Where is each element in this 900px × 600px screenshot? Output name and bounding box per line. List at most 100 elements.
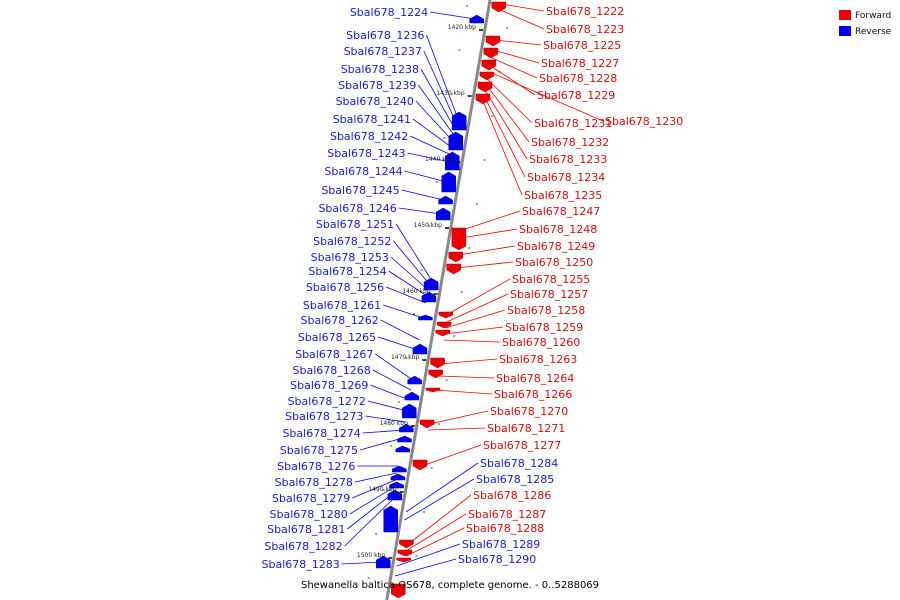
gene-label-reverse[interactable]: Sbal678_1239 [338, 79, 416, 92]
gene-label-forward[interactable]: Sbal678_1260 [502, 336, 580, 349]
forward-gene-block[interactable] [399, 539, 414, 549]
forward-gene-block[interactable] [438, 311, 454, 319]
gene-label-forward[interactable]: Sbal678_1222 [546, 5, 624, 18]
forward-gene-block[interactable] [483, 47, 499, 59]
gene-label-reverse[interactable]: Sbal678_1278 [275, 476, 353, 489]
forward-gene-block[interactable] [451, 227, 467, 251]
reverse-gene-block[interactable] [438, 195, 453, 205]
reverse-gene-block[interactable] [418, 314, 433, 321]
forward-gene-block[interactable] [428, 369, 443, 379]
gene-label-reverse[interactable]: Sbal678_1268 [293, 364, 371, 377]
reverse-gene-block[interactable] [395, 445, 411, 453]
gene-label-forward[interactable]: Sbal678_1248 [519, 223, 597, 236]
gene-label-reverse[interactable]: Sbal678_1279 [272, 492, 350, 505]
gene-label-reverse[interactable]: Sbal678_1289 [462, 538, 540, 551]
gene-label-forward[interactable]: Sbal678_1257 [510, 288, 588, 301]
gene-label-reverse[interactable]: Sbal678_1237 [344, 45, 422, 58]
reverse-gene-block[interactable] [441, 171, 456, 193]
gene-label-forward[interactable]: Sbal678_1225 [543, 39, 621, 52]
gene-label-reverse[interactable]: Sbal678_1246 [318, 202, 396, 215]
gene-label-reverse[interactable]: Sbal678_1224 [350, 6, 428, 19]
forward-gene-block[interactable] [435, 329, 450, 337]
gene-label-forward[interactable]: Sbal678_1227 [541, 57, 619, 70]
gene-label-reverse[interactable]: Sbal678_1262 [301, 314, 379, 327]
reverse-gene-block[interactable] [383, 505, 398, 533]
gene-label-reverse[interactable]: Sbal678_1275 [280, 444, 358, 457]
gene-label-forward[interactable]: Sbal678_1287 [468, 508, 546, 521]
gene-label-reverse[interactable]: Sbal678_1283 [261, 558, 339, 571]
gene-label-forward[interactable]: Sbal678_1223 [546, 23, 624, 36]
gene-label-forward[interactable]: Sbal678_1258 [507, 304, 585, 317]
gene-label-reverse[interactable]: Sbal678_1256 [306, 281, 384, 294]
gene-labels[interactable]: Sbal678_1224 Sbal678_1236 Sbal678_1237 Sbal… [261, 5, 683, 571]
forward-gene-block[interactable] [396, 557, 411, 563]
gene-label-forward[interactable]: Sbal678_1264 [496, 372, 574, 385]
gene-label-reverse[interactable]: Sbal678_1290 [458, 553, 536, 566]
reverse-gene-block[interactable] [390, 473, 406, 481]
gene-label-reverse[interactable]: Sbal678_1238 [341, 63, 419, 76]
gene-label-forward[interactable]: Sbal678_1229 [537, 89, 615, 102]
gene-label-forward[interactable]: Sbal678_1232 [531, 136, 609, 149]
reverse-gene-block[interactable] [445, 151, 460, 171]
gene-label-reverse[interactable]: Sbal678_1240 [336, 95, 414, 108]
forward-gene-block[interactable] [425, 387, 441, 393]
gene-label-forward[interactable]: Sbal678_1277 [483, 439, 561, 452]
gene-label-reverse[interactable]: Sbal678_1267 [295, 348, 373, 361]
reverse-gene-block[interactable] [435, 207, 451, 221]
reverse-gene-block[interactable] [451, 111, 467, 131]
forward-gene-block[interactable] [419, 419, 435, 429]
reverse-gene-block[interactable] [399, 423, 414, 433]
forward-gene-block[interactable] [448, 251, 464, 263]
forward-gene-block[interactable] [397, 549, 413, 557]
gene-label-reverse[interactable]: Sbal678_1284 [480, 457, 558, 470]
forward-gene-block[interactable] [436, 321, 452, 329]
gene-label-forward[interactable]: Sbal678_1286 [473, 489, 551, 502]
gene-label-reverse[interactable]: Sbal678_1252 [313, 235, 391, 248]
gene-label-forward[interactable]: Sbal678_1288 [466, 522, 544, 535]
forward-gene-block[interactable] [479, 71, 495, 81]
forward-gene-block[interactable] [412, 459, 428, 471]
gene-label-reverse[interactable]: Sbal678_1280 [269, 508, 347, 521]
reverse-gene-block[interactable] [392, 465, 407, 473]
gene-label-forward[interactable]: Sbal678_1249 [517, 240, 595, 253]
gene-label-forward[interactable]: Sbal678_1255 [512, 273, 590, 286]
gene-label-reverse[interactable]: Sbal678_1251 [316, 218, 394, 231]
gene-label-forward[interactable]: Sbal678_1235 [524, 189, 602, 202]
forward-gene-block[interactable] [391, 583, 406, 599]
reverse-gene-block[interactable] [402, 403, 417, 419]
gene-label-reverse[interactable]: Sbal678_1265 [298, 331, 376, 344]
gene-label-forward[interactable]: Sbal678_1234 [527, 171, 605, 184]
reverse-gene-block[interactable] [407, 375, 422, 385]
reverse-gene-block[interactable] [423, 277, 439, 291]
gene-label-reverse[interactable]: Sbal678_1273 [285, 410, 363, 423]
gene-label-reverse[interactable]: Sbal678_1242 [330, 130, 408, 143]
gene-label-forward[interactable]: Sbal678_1231 [534, 117, 612, 130]
gene-label-forward[interactable]: Sbal678_1263 [499, 353, 577, 366]
forward-gene-block[interactable] [446, 263, 461, 275]
gene-label-reverse[interactable]: Sbal678_1261 [303, 299, 381, 312]
reverse-gene-block[interactable] [387, 489, 403, 501]
gene-label-forward[interactable]: Sbal678_1228 [539, 72, 617, 85]
reverse-gene-block[interactable] [448, 131, 463, 151]
gene-label-reverse[interactable]: Sbal678_1281 [267, 523, 345, 536]
gene-label-forward[interactable]: Sbal678_1271 [487, 422, 565, 435]
gene-label-reverse[interactable]: Sbal678_1236 [346, 29, 424, 42]
gene-label-forward[interactable]: Sbal678_1266 [494, 388, 572, 401]
forward-gene-block[interactable] [491, 1, 507, 13]
gene-label-reverse[interactable]: Sbal678_1244 [324, 165, 402, 178]
gene-label-reverse[interactable]: Sbal678_1241 [333, 113, 411, 126]
gene-label-reverse[interactable]: Sbal678_1253 [311, 251, 389, 264]
forward-gene-block[interactable] [475, 93, 491, 105]
gene-label-forward[interactable]: Sbal678_1270 [490, 405, 568, 418]
forward-gene-block[interactable] [485, 35, 501, 47]
gene-label-reverse[interactable]: Sbal678_1274 [282, 427, 360, 440]
reverse-gene-block[interactable] [404, 391, 420, 401]
forward-gene-block[interactable] [430, 357, 445, 369]
gene-label-forward[interactable]: Sbal678_1233 [529, 153, 607, 166]
gene-label-reverse[interactable]: Sbal678_1243 [327, 147, 405, 160]
reverse-gene-block[interactable] [376, 555, 391, 569]
gene-label-reverse[interactable]: Sbal678_1245 [321, 184, 399, 197]
reverse-gene-block[interactable] [397, 435, 412, 443]
gene-label-reverse[interactable]: Sbal678_1254 [308, 265, 386, 278]
forward-gene-block[interactable] [477, 81, 493, 93]
